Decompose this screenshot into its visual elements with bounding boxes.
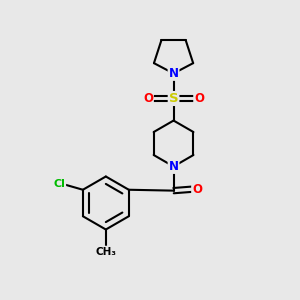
Text: S: S bbox=[169, 92, 178, 105]
Text: O: O bbox=[192, 183, 202, 196]
Text: O: O bbox=[143, 92, 153, 105]
Text: O: O bbox=[194, 92, 204, 105]
Text: CH₃: CH₃ bbox=[95, 247, 116, 256]
Text: N: N bbox=[169, 67, 178, 80]
Text: N: N bbox=[169, 160, 178, 173]
Text: Cl: Cl bbox=[53, 179, 65, 189]
